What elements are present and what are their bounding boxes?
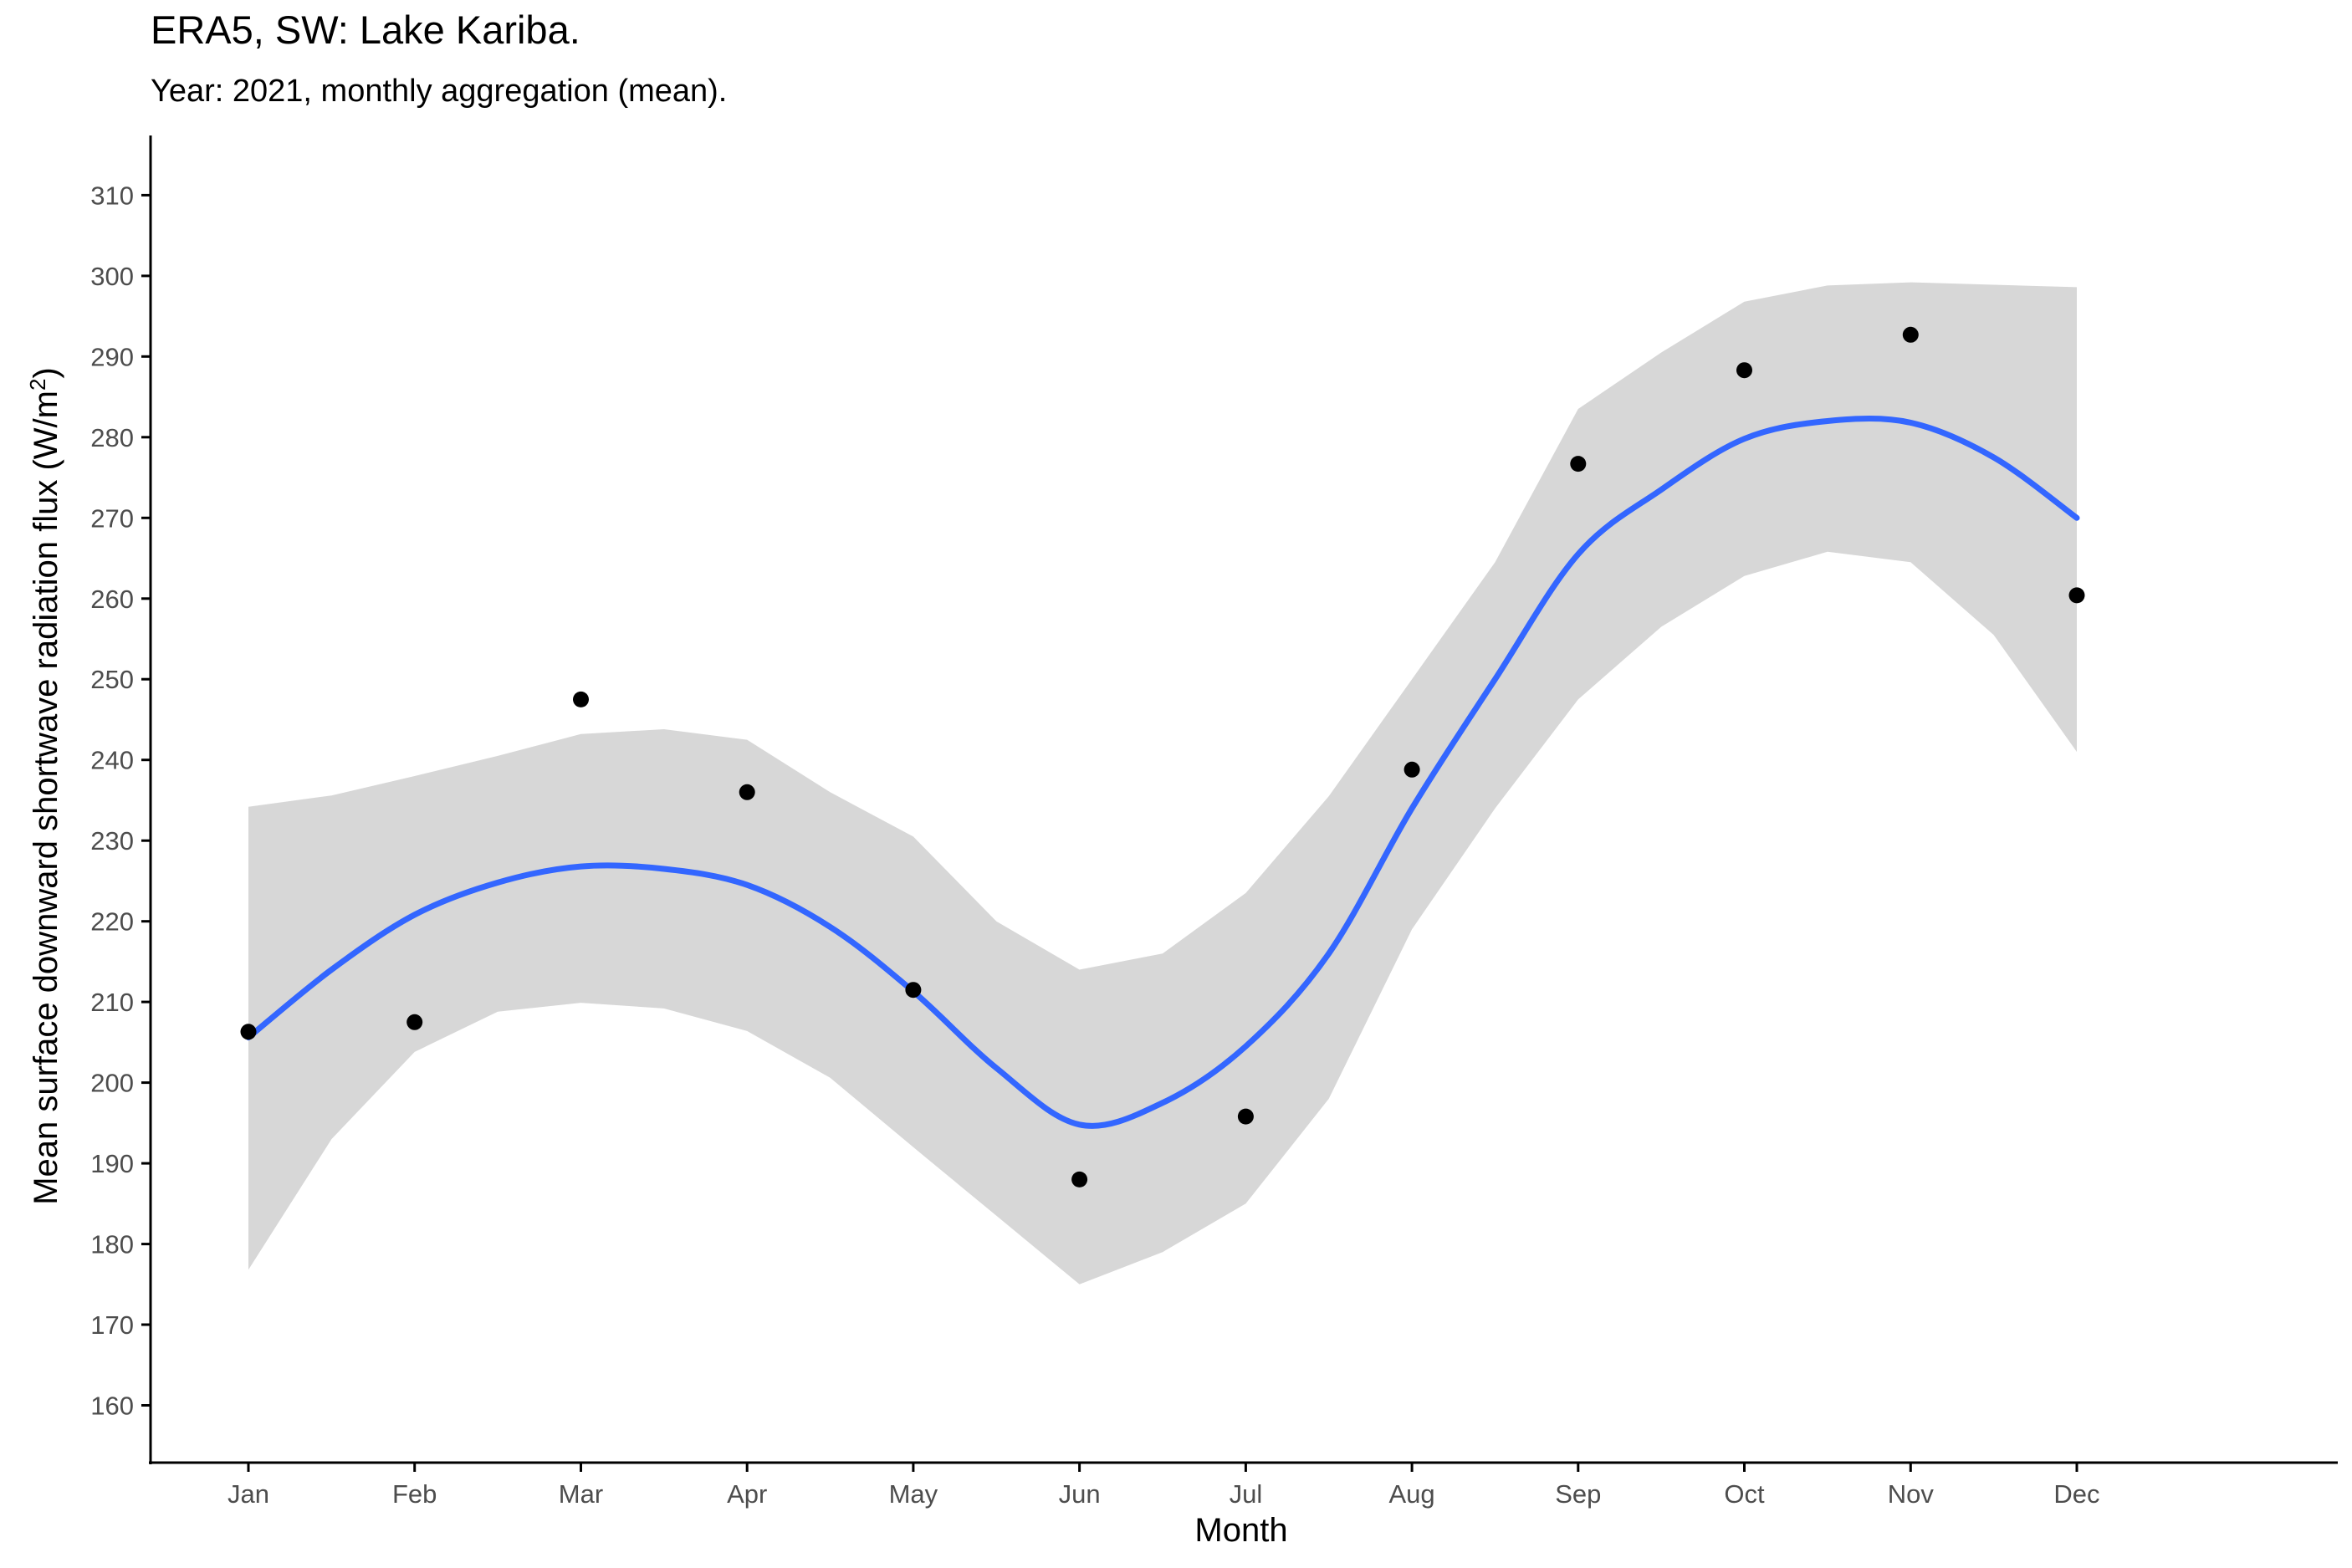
data-point xyxy=(1902,326,1919,343)
tick-labels: 160 170 180 190 200 210 220 230 240 250 260 270 280 2… xyxy=(90,181,2099,1509)
smooth-line-layer xyxy=(245,416,2080,1129)
data-point xyxy=(2068,587,2085,604)
y-tick-label: 280 xyxy=(90,423,134,452)
chart-title: ERA5, SW: Lake Kariba. xyxy=(151,8,580,52)
y-tick-label: 310 xyxy=(90,181,134,210)
smooth-line xyxy=(245,416,2080,1129)
x-tick-label: Apr xyxy=(727,1479,767,1509)
data-point xyxy=(240,1024,257,1040)
data-point xyxy=(1404,761,1420,778)
confidence-ribbon xyxy=(248,282,2077,1285)
y-tick-label: 250 xyxy=(90,665,134,694)
y-tick-label: 240 xyxy=(90,746,134,775)
y-tick-label: 180 xyxy=(90,1230,134,1259)
x-tick-label: Jun xyxy=(1059,1479,1101,1509)
x-tick-label: Nov xyxy=(1888,1479,1935,1509)
x-axis-title: Month xyxy=(1194,1512,1287,1549)
data-point xyxy=(1237,1108,1254,1125)
y-axis-title-superscript: 2 xyxy=(25,379,50,391)
y-tick-label: 160 xyxy=(90,1392,134,1421)
axes xyxy=(141,135,2338,1472)
y-tick-label: 230 xyxy=(90,826,134,856)
data-point xyxy=(1570,456,1587,472)
x-tick-label: May xyxy=(889,1479,938,1509)
y-tick-label: 220 xyxy=(90,907,134,937)
y-tick-label: 270 xyxy=(90,503,134,533)
x-tick-label: Mar xyxy=(559,1479,603,1509)
x-tick-label: Dec xyxy=(2053,1479,2099,1509)
y-tick-label: 290 xyxy=(90,342,134,371)
y-tick-label: 300 xyxy=(90,262,134,291)
x-tick-label: Oct xyxy=(1724,1479,1765,1509)
chart-subtitle: Year: 2021, monthly aggregation (mean). xyxy=(151,74,728,109)
y-tick-label: 170 xyxy=(90,1310,134,1340)
y-tick-label: 190 xyxy=(90,1149,134,1178)
data-point xyxy=(406,1014,423,1030)
data-point xyxy=(573,691,589,707)
data-points-layer xyxy=(240,326,2085,1187)
y-tick-label: 260 xyxy=(90,585,134,614)
data-point xyxy=(905,982,922,999)
data-point xyxy=(1071,1171,1088,1187)
x-tick-label: Sep xyxy=(1555,1479,1601,1509)
y-axis-title-end: ) xyxy=(28,367,64,378)
y-tick-label: 210 xyxy=(90,988,134,1017)
x-tick-label: Feb xyxy=(392,1479,437,1509)
data-point xyxy=(1736,362,1752,379)
y-axis-title: Mean surface downward shortwave radiatio… xyxy=(25,367,64,1205)
x-tick-label: Aug xyxy=(1389,1479,1435,1509)
x-tick-label: Jul xyxy=(1230,1479,1263,1509)
confidence-ribbon-layer xyxy=(248,282,2077,1285)
x-tick-label: Jan xyxy=(228,1479,269,1509)
y-tick-label: 200 xyxy=(90,1069,134,1098)
data-point xyxy=(739,784,755,800)
y-axis-title-main: Mean surface downward shortwave radiatio… xyxy=(28,391,64,1205)
